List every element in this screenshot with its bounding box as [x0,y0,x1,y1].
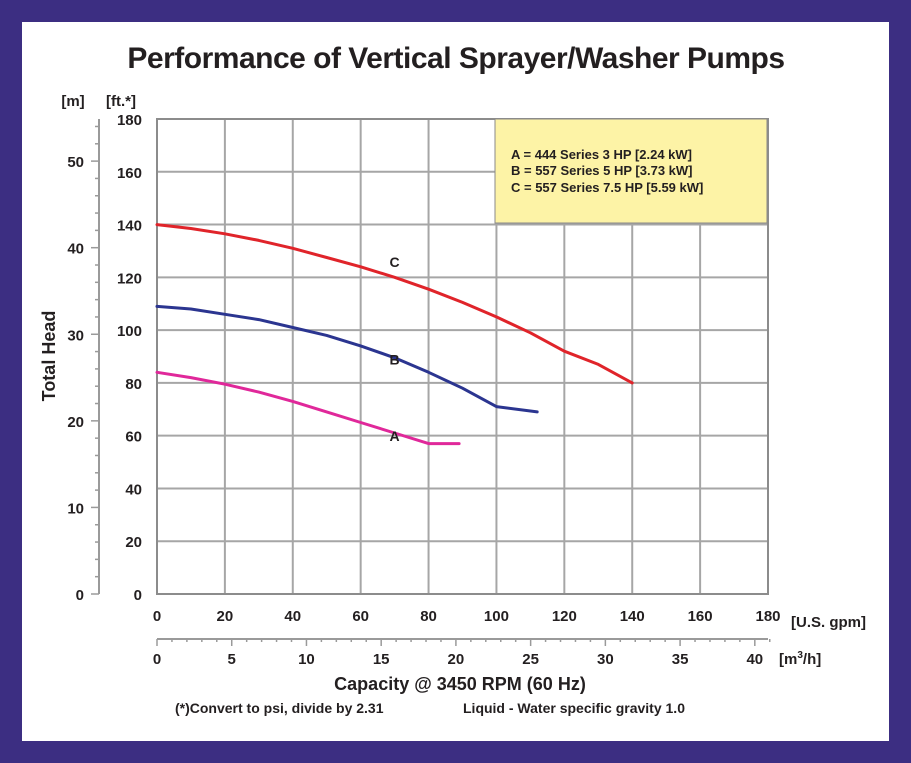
x-unit-m3h: [m3/h] [779,650,821,668]
plot-border [156,118,769,595]
y2-tick-label: 10 [67,500,84,517]
y-tick-label: 20 [125,534,142,551]
y-tick-label: 120 [117,270,142,287]
x-tick-label: 180 [755,608,780,625]
y-unit-meters: [m] [61,93,84,110]
y2-tick-label: 20 [67,414,84,431]
y-tick-label: 180 [117,112,142,129]
footnote-psi: (*)Convert to psi, divide by 2.31 [175,700,384,716]
legend-entry-b: B = 557 Series 5 HP [3.73 kW] [511,163,693,178]
footnote-liquid: Liquid - Water specific gravity 1.0 [463,700,685,716]
y-tick-label: 140 [117,218,142,235]
y-tick-label: 60 [125,429,142,446]
x2-tick-label: 15 [373,651,390,668]
series-label-c: C [390,254,400,270]
y-unit-feet: [ft.*] [106,93,136,110]
series-line-a [155,370,461,446]
y2-tick-label: 0 [76,587,84,604]
y-tick-label: 100 [117,323,142,340]
x-unit-gpm: [U.S. gpm] [791,614,866,631]
x-tick-label: 40 [284,608,301,625]
x2-tick-label: 40 [746,651,763,668]
legend-entry-c: C = 557 Series 7.5 HP [5.59 kW] [511,180,703,195]
y-tick-label: 160 [117,165,142,182]
y-axis-label: Total Head [39,311,59,402]
x-tick-label: 120 [552,608,577,625]
x-tick-label: 0 [153,608,161,625]
series-label-a: A [390,428,400,444]
y-tick-label: 40 [125,481,142,498]
legend-entry-a: A = 444 Series 3 HP [2.24 kW] [511,147,692,162]
y2-tick-label: 40 [67,241,84,258]
y2-tick-label: 30 [67,327,84,344]
x-axis-label: Capacity @ 3450 RPM (60 Hz) [334,674,586,694]
x2-tick-label: 20 [448,651,465,668]
y-tick-label: 0 [134,587,142,604]
x2-tick-label: 30 [597,651,614,668]
y-tick-label: 80 [125,376,142,393]
x-tick-label: 60 [352,608,369,625]
legend-box [494,118,768,224]
x2-tick-label: 5 [228,651,236,668]
x2-tick-label: 25 [522,651,539,668]
x-tick-label: 80 [420,608,437,625]
x-tick-label: 100 [484,608,509,625]
x-tick-label: 160 [688,608,713,625]
x2-tick-label: 10 [298,651,315,668]
legend: A = 444 Series 3 HP [2.24 kW] B = 557 Se… [494,118,768,224]
chart-title: Performance of Vertical Sprayer/Washer P… [127,42,784,75]
y2-tick-label: 50 [67,154,84,171]
x-tick-label: 140 [620,608,645,625]
series-line-b [155,304,539,414]
series-label-b: B [390,351,400,367]
series-line-c [155,223,634,385]
x2-tick-label: 0 [153,651,161,668]
x-tick-label: 20 [217,608,234,625]
x2-tick-label: 35 [672,651,689,668]
